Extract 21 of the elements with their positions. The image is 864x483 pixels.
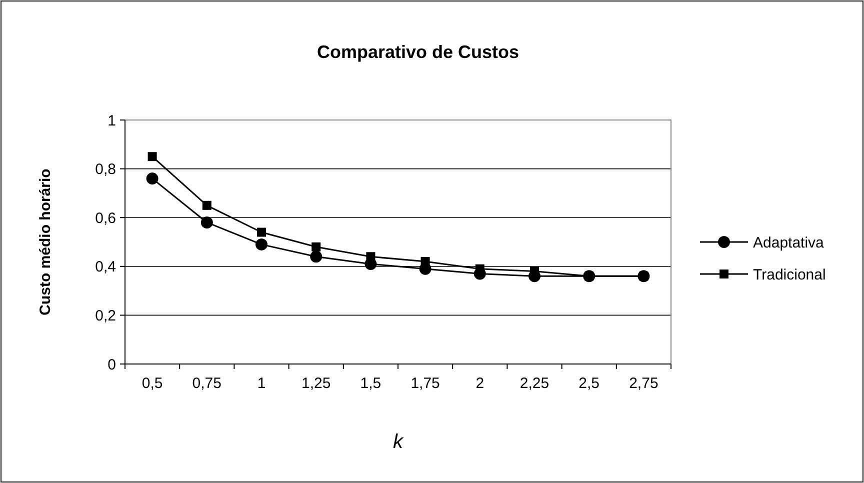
x-tick-label: 2,25	[520, 375, 550, 392]
y-tick-label: 0,8	[95, 161, 116, 178]
x-tick-label: 2	[476, 375, 484, 392]
legend-label: Tradicional	[753, 266, 826, 284]
legend-label: Adaptativa	[753, 234, 825, 252]
y-tick-label: 1	[108, 112, 116, 130]
y-axis-title: Custo médio horário	[37, 168, 54, 316]
x-tick-label: 1,25	[302, 375, 331, 392]
chart-title: Comparativo de Custos	[316, 42, 520, 62]
x-tick-label: 0,5	[142, 375, 163, 392]
x-tick-label: 2,5	[578, 375, 600, 392]
x-tick-label: 1	[257, 375, 266, 392]
x-tick-label: 1,5	[360, 375, 382, 392]
x-tick-label: 2,75	[629, 375, 658, 392]
y-tick-label: 0,4	[95, 258, 116, 276]
x-tick-label: 0,75	[192, 375, 222, 392]
x-tick-label: 1,75	[410, 375, 440, 392]
y-tick-label: 0,6	[95, 210, 116, 227]
y-tick-label: 0	[108, 356, 116, 374]
x-axis-title: k	[393, 431, 404, 453]
y-tick-label: 0,2	[95, 307, 116, 324]
